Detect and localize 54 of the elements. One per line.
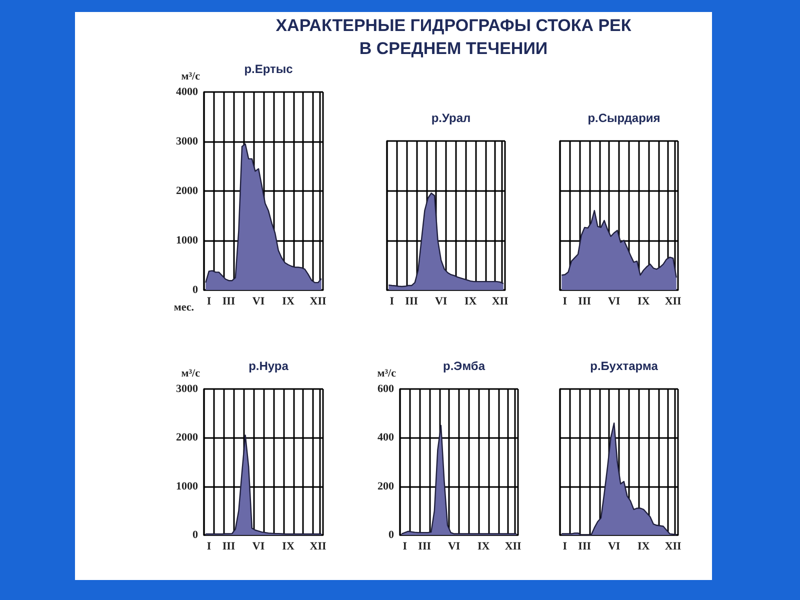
y-tick-label: 600 bbox=[378, 383, 394, 395]
x-tick-label: III bbox=[578, 296, 592, 308]
chart-title: р.Сырдария bbox=[588, 111, 660, 125]
x-tick-label: III bbox=[405, 296, 418, 308]
x-tick-label: VI bbox=[448, 540, 460, 552]
x-tick-label: I bbox=[402, 540, 408, 552]
y-tick-label: 0 bbox=[192, 529, 198, 541]
x-tick-label: XII bbox=[664, 540, 682, 552]
y-axis-title: м³/с bbox=[377, 368, 396, 380]
x-tick-label: VI bbox=[252, 296, 265, 308]
y-tick-label: 400 bbox=[378, 432, 394, 444]
x-tick-label: XII bbox=[310, 296, 326, 308]
x-tick-label: I bbox=[206, 296, 212, 308]
chart-title: р.Урал bbox=[431, 111, 471, 125]
x-tick-label: III bbox=[578, 540, 592, 552]
x-tick-label: IX bbox=[637, 296, 650, 308]
y-tick-label: 1000 bbox=[176, 480, 198, 492]
x-tick-label: III bbox=[418, 540, 432, 552]
x-tick-label: IX bbox=[282, 540, 294, 552]
x-tick-label: XII bbox=[664, 296, 682, 308]
y-tick-label: 4000 bbox=[176, 86, 198, 98]
chart-title: р.Нура bbox=[248, 359, 289, 373]
text: ХАРАКТЕРНЫЕ ГИДРОГРАФЫ СТОКА РЕК В СРЕДНЕМ ТЕЧЕНИИ bbox=[274, 15, 632, 60]
y-axis-title: м³/с bbox=[181, 368, 200, 380]
x-tick-label: XII bbox=[310, 540, 326, 552]
y-tick-label: 3000 bbox=[176, 136, 198, 148]
x-tick-label: VI bbox=[608, 540, 620, 552]
y-tick-label: 2000 bbox=[176, 432, 198, 444]
x-tick-label: I bbox=[390, 296, 394, 308]
y-tick-label: 2000 bbox=[176, 185, 198, 197]
y-axis-title: м³/с bbox=[181, 70, 200, 82]
x-tick-label: VI bbox=[252, 540, 265, 552]
x-tick-label: VI bbox=[608, 296, 620, 308]
y-tick-label: 3000 bbox=[176, 383, 198, 395]
y-tick-label: 0 bbox=[388, 529, 394, 541]
x-tick-label: VI bbox=[434, 296, 448, 308]
x-tick-label: IX bbox=[637, 540, 650, 552]
x-tick-label: I bbox=[206, 540, 212, 552]
y-tick-label: 0 bbox=[192, 284, 198, 296]
x-tick-label: IX bbox=[282, 296, 294, 308]
x-tick-label: I bbox=[562, 540, 568, 552]
chart-title: р.Ертыс bbox=[244, 62, 294, 76]
x-tick-label: I bbox=[562, 296, 568, 308]
x-tick-label: IX bbox=[464, 296, 477, 308]
y-tick-label: 200 bbox=[378, 480, 394, 492]
x-tick-label: III bbox=[222, 540, 236, 552]
x-tick-label: XII bbox=[504, 540, 522, 552]
y-tick-label: 1000 bbox=[176, 234, 198, 246]
chart-title: р.Эмба bbox=[442, 359, 486, 373]
x-tick-label: III bbox=[222, 296, 236, 308]
x-tick-label: IX bbox=[477, 540, 490, 552]
x-tick-label: XII bbox=[492, 296, 508, 308]
chart-title: р.Бухтарма bbox=[590, 359, 658, 373]
x-axis-title: мес. bbox=[174, 302, 194, 314]
